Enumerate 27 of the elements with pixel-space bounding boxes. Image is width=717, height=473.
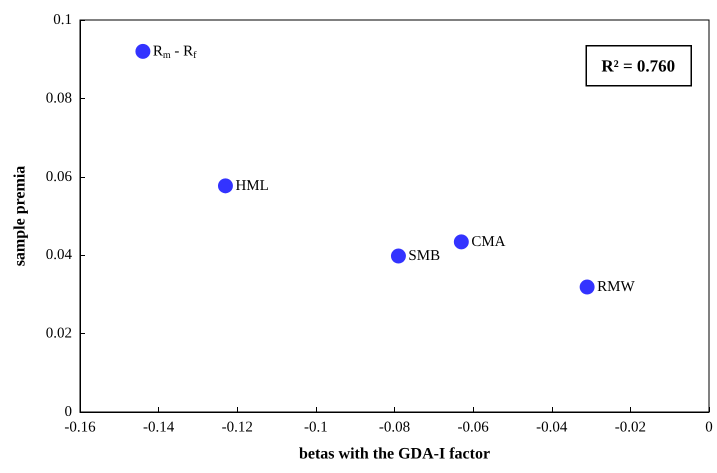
y-axis-title: sample premia	[12, 166, 28, 266]
point	[135, 44, 150, 59]
annotation: RMW	[597, 278, 636, 295]
y-tick-label: 0.02	[46, 326, 72, 342]
annotation: SMB	[408, 248, 440, 264]
annotation: R² = 0.760	[601, 56, 676, 76]
x-axis-title: betas with the GDA-I factor	[298, 446, 490, 462]
annotation: CMA	[471, 234, 506, 250]
y-tick-label: 0.08	[46, 90, 72, 106]
point	[580, 279, 595, 294]
x-tick-label: -0.08	[378, 420, 410, 436]
y-tick-label: 0	[64, 404, 72, 420]
x-tick-label: -0.16	[64, 420, 96, 436]
point	[454, 234, 469, 250]
annotation: HML	[235, 178, 269, 194]
x-tick-label: -0.04	[536, 420, 568, 436]
point	[390, 248, 406, 264]
x-tick-label: 0	[705, 420, 713, 436]
x-tick-label: -0.06	[458, 420, 490, 436]
y-tick-label: 0.06	[46, 168, 72, 185]
x-tick-label: -0.1	[304, 420, 328, 436]
point	[218, 178, 233, 194]
x-tick-label: -0.12	[222, 420, 253, 436]
y-tick-label: 0.1	[53, 12, 72, 28]
x-tick-label: -0.02	[614, 420, 646, 436]
x-tick-label: -0.14	[143, 420, 175, 436]
y-tick-label: 0.04	[46, 247, 72, 264]
